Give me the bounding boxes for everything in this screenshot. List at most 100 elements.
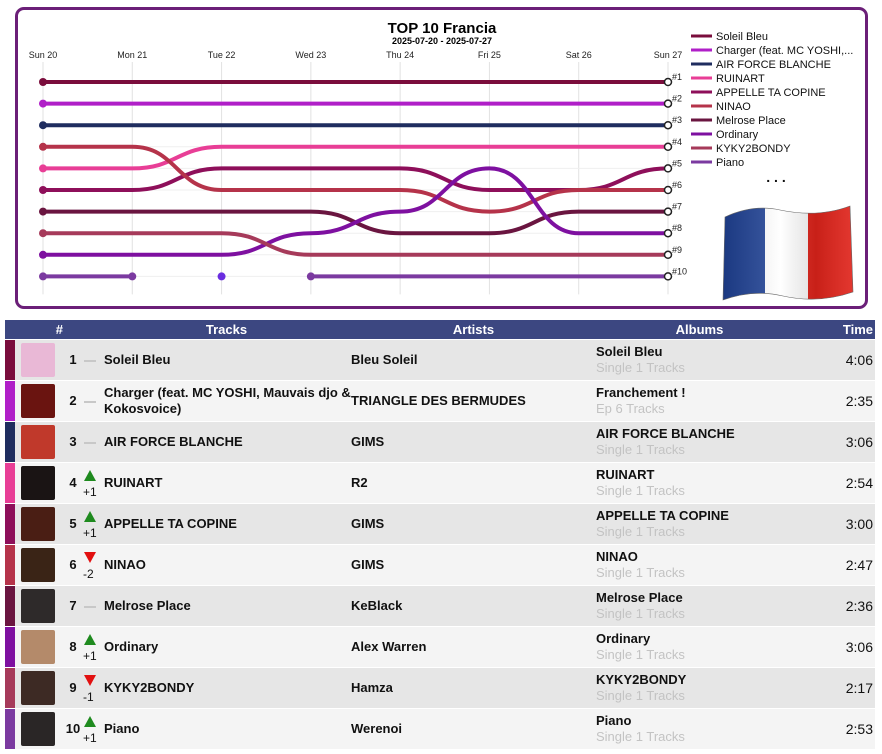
album-name[interactable]: KYKY2BONDY: [596, 671, 687, 687]
series-line[interactable]: [41, 166, 670, 257]
album-name[interactable]: Ordinary: [596, 630, 651, 646]
series-end-point[interactable]: [663, 207, 673, 216]
track-title[interactable]: Soleil Bleu: [104, 351, 171, 367]
artist-name[interactable]: GIMS: [351, 516, 385, 531]
series-end-point[interactable]: [663, 228, 673, 238]
legend-entry[interactable]: Soleil Bleu: [716, 31, 768, 43]
table-row[interactable]: 5 +1 APPELLE TA COPINE GIMS APPELLE TA C…: [5, 503, 875, 544]
album-cover-thumbnail[interactable]: [21, 588, 55, 623]
artist-name[interactable]: Alex Warren: [351, 639, 427, 654]
album-cover-thumbnail[interactable]: [21, 383, 55, 418]
album-cover-thumbnail[interactable]: [21, 711, 55, 746]
legend-entry[interactable]: AIR FORCE BLANCHE: [716, 59, 831, 71]
album-name[interactable]: Franchement !: [596, 384, 686, 400]
series-start-point[interactable]: [39, 78, 47, 86]
series-point[interactable]: [217, 272, 226, 281]
artist-name[interactable]: R2: [351, 475, 368, 490]
album-name[interactable]: Melrose Place: [596, 589, 683, 605]
track-title[interactable]: Piano: [104, 720, 140, 736]
album-name[interactable]: AIR FORCE BLANCHE: [596, 425, 735, 441]
rank-change: -1: [83, 689, 94, 704]
series-end-point[interactable]: [663, 142, 673, 152]
album-cover-thumbnail[interactable]: [21, 424, 55, 459]
album-cover-thumbnail[interactable]: [21, 465, 55, 500]
table-row[interactable]: 8 +1 Ordinary Alex Warren Ordinary Single…: [5, 626, 875, 667]
artist-name[interactable]: TRIANGLE DES BERMUDES: [351, 393, 526, 408]
table-row[interactable]: 9 -1 KYKY2BONDY Hamza KYKY2BONDY Single 1…: [5, 667, 875, 708]
artist-name[interactable]: GIMS: [351, 557, 385, 572]
track-title[interactable]: Ordinary: [104, 638, 159, 654]
track-title[interactable]: KYKY2BONDY: [104, 679, 195, 695]
series-start-point[interactable]: [39, 164, 47, 173]
album-name[interactable]: NINAO: [596, 548, 638, 564]
album-name[interactable]: APPELLE TA COPINE: [596, 507, 729, 523]
album-cover-thumbnail[interactable]: [21, 629, 55, 664]
series-line[interactable]: [41, 166, 670, 193]
series-end-point[interactable]: [663, 250, 673, 260]
legend-entry[interactable]: Melrose Place: [716, 115, 786, 127]
legend-entry[interactable]: RUINART: [716, 73, 765, 85]
artist-name[interactable]: Hamza: [351, 680, 393, 695]
series-end-point[interactable]: [663, 272, 673, 281]
down-arrow-icon: [84, 674, 96, 686]
legend-entry[interactable]: Ordinary: [716, 129, 759, 141]
row-color-bar: [5, 421, 15, 462]
series-point[interactable]: [306, 272, 315, 281]
legend-entry[interactable]: Piano: [716, 157, 744, 169]
table-row[interactable]: 4 +1 RUINART R2 RUINART Single 1 Tracks 2…: [5, 462, 875, 503]
album-name[interactable]: RUINART: [596, 466, 655, 482]
series-end-point[interactable]: [663, 99, 673, 108]
album-cover-thumbnail[interactable]: [21, 342, 55, 377]
album-info: Single 1 Tracks: [596, 728, 685, 744]
album-info: Single 1 Tracks: [596, 605, 685, 621]
series-start-point[interactable]: [39, 186, 47, 194]
album-cover-thumbnail[interactable]: [21, 670, 55, 705]
rank-axis-label: #5: [672, 158, 682, 168]
series-start-point[interactable]: [39, 207, 47, 216]
legend-entry[interactable]: KYKY2BONDY: [716, 143, 791, 155]
series-end-point[interactable]: [663, 185, 673, 195]
rank-change: +1: [83, 648, 97, 663]
album-name[interactable]: Soleil Bleu: [596, 343, 663, 359]
series-line[interactable]: [41, 209, 670, 236]
table-row[interactable]: 3 AIR FORCE BLANCHE GIMS AIR FORCE BLANC…: [5, 421, 875, 462]
rank-number: 7: [69, 598, 77, 613]
series-start-point[interactable]: [39, 272, 47, 281]
series-point[interactable]: [128, 272, 137, 281]
track-title[interactable]: Charger (feat. MC YOSHI, Mauvais djo & K…: [104, 384, 351, 416]
table-row[interactable]: 10 +1 Piano Werenoi Piano Single 1 Tracks…: [5, 708, 875, 749]
track-duration: 2:47: [845, 556, 873, 573]
table-row[interactable]: 2 Charger (feat. MC YOSHI, Mauvais djo &…: [5, 380, 875, 421]
table-row[interactable]: 6 -2 NINAO GIMS NINAO Single 1 Tracks 2:4…: [5, 544, 875, 585]
table-row[interactable]: 1 Soleil Bleu Bleu Soleil Soleil Bleu Sin…: [5, 339, 875, 380]
series-line[interactable]: [41, 231, 670, 257]
rank-change: +1: [83, 484, 97, 499]
series-start-point[interactable]: [39, 121, 47, 130]
series-start-point[interactable]: [39, 142, 47, 151]
artist-name[interactable]: Werenoi: [351, 721, 403, 737]
series-line[interactable]: [41, 144, 670, 214]
artist-name[interactable]: GIMS: [351, 434, 385, 449]
legend-entry[interactable]: NINAO: [716, 101, 751, 113]
album-cover-thumbnail[interactable]: [21, 547, 55, 582]
table-row[interactable]: 7 Melrose Place KeBlack Melrose Place Sin…: [5, 585, 875, 626]
series-end-point[interactable]: [663, 77, 673, 87]
rank-axis-label: #6: [672, 180, 682, 190]
series-start-point[interactable]: [39, 229, 47, 238]
series-line[interactable]: [41, 144, 670, 171]
artist-name[interactable]: Bleu Soleil: [351, 352, 418, 367]
album-cover-thumbnail[interactable]: [21, 506, 55, 541]
artist-name[interactable]: KeBlack: [351, 598, 403, 613]
track-title[interactable]: Melrose Place: [104, 597, 191, 613]
album-name[interactable]: Piano: [596, 712, 632, 728]
track-title[interactable]: RUINART: [104, 474, 163, 490]
track-title[interactable]: NINAO: [104, 556, 146, 572]
legend-entry[interactable]: APPELLE TA COPINE: [716, 87, 826, 99]
track-title[interactable]: APPELLE TA COPINE: [104, 515, 237, 531]
legend-entry[interactable]: Charger (feat. MC YOSHI,...: [716, 45, 853, 57]
series-end-point[interactable]: [663, 120, 673, 130]
series-start-point[interactable]: [39, 99, 47, 108]
track-title[interactable]: AIR FORCE BLANCHE: [104, 433, 243, 449]
series-start-point[interactable]: [39, 250, 47, 259]
series-end-point[interactable]: [663, 164, 673, 173]
